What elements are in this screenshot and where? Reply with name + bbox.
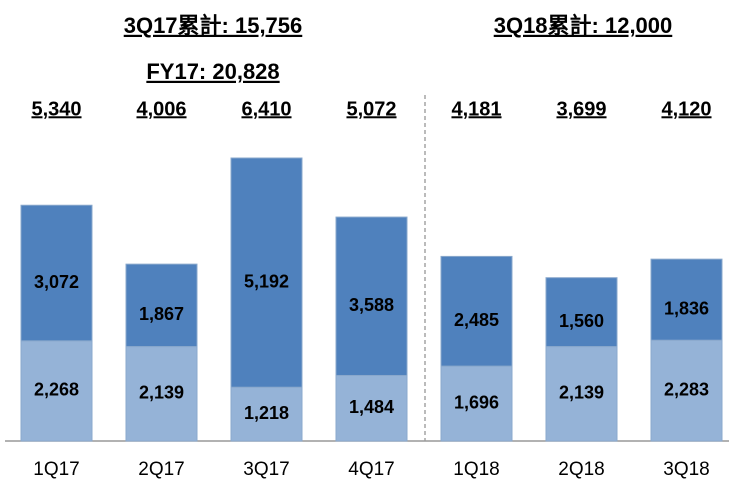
total-label: 4,006 [136, 98, 186, 120]
bar-segment [650, 258, 723, 341]
value-label: 1,218 [244, 403, 289, 423]
x-tick-label: 1Q18 [453, 459, 499, 480]
total-label: 4,120 [661, 98, 711, 120]
value-label: 1,560 [559, 311, 604, 331]
x-tick-label: 4Q17 [348, 459, 394, 480]
value-label: 3,588 [349, 295, 394, 315]
annotation: FY17: 20,828 [146, 59, 279, 84]
bar-segment [20, 204, 93, 342]
x-tick-label: 3Q18 [663, 459, 709, 480]
annotation: 3Q18累計: 12,000 [494, 13, 673, 38]
value-label: 3,072 [34, 272, 79, 292]
total-label: 5,072 [346, 98, 396, 120]
bar-segment [440, 365, 513, 442]
value-label: 2,283 [664, 379, 709, 399]
value-label: 2,268 [34, 380, 79, 400]
x-tick-label: 2Q18 [558, 459, 604, 480]
bar-segment [20, 340, 93, 442]
bar-segment [125, 263, 198, 348]
annotation: 3Q17累計: 15,756 [124, 13, 303, 38]
value-label: 2,139 [559, 383, 604, 403]
value-label: 5,192 [244, 271, 289, 291]
value-label: 1,696 [454, 392, 499, 412]
bar-segment [125, 346, 198, 442]
total-label: 5,340 [31, 98, 81, 120]
value-label: 1,867 [139, 304, 184, 324]
bar-segment [440, 255, 513, 367]
x-tick-label: 2Q17 [138, 459, 184, 480]
bar-segment [230, 157, 303, 388]
bar-segment [335, 374, 408, 442]
value-label: 2,139 [139, 383, 184, 403]
x-tick-label: 3Q17 [243, 459, 289, 480]
total-label: 6,410 [241, 98, 291, 120]
bar-segment [545, 277, 618, 348]
bar-segment [545, 346, 618, 442]
x-tick-label: 1Q17 [33, 459, 79, 480]
total-label: 3,699 [556, 98, 606, 120]
bar-segment [335, 216, 408, 376]
value-label: 2,485 [454, 310, 499, 330]
total-label: 4,181 [451, 98, 501, 120]
bar-segment [650, 339, 723, 442]
value-label: 1,836 [664, 298, 709, 318]
value-label: 1,484 [349, 397, 394, 417]
